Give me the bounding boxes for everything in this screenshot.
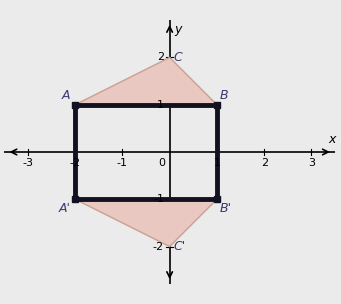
Text: x: x [328,133,336,146]
Text: -2: -2 [70,158,81,168]
Text: 1: 1 [157,100,164,110]
Polygon shape [214,196,220,202]
Text: 3: 3 [308,158,315,168]
Polygon shape [75,57,217,105]
Text: 2: 2 [157,53,164,62]
Text: y: y [174,23,182,36]
Text: -1: -1 [117,158,128,168]
Polygon shape [214,102,220,108]
Text: A': A' [59,202,70,215]
Text: 0: 0 [158,158,165,168]
Text: 2: 2 [261,158,268,168]
Text: -1: -1 [153,194,164,204]
Text: A: A [62,89,70,102]
Text: B: B [219,89,228,102]
Polygon shape [75,199,217,247]
Text: B': B' [219,202,231,215]
Text: C': C' [174,240,186,253]
Text: C: C [174,51,182,64]
Polygon shape [72,196,78,202]
Text: -2: -2 [153,242,164,251]
Text: 1: 1 [213,158,220,168]
Text: -3: -3 [22,158,33,168]
Polygon shape [72,102,78,108]
